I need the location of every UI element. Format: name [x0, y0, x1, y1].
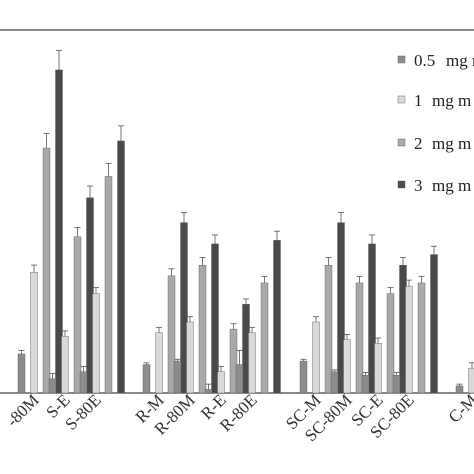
bar-S-80E-series-2	[104, 176, 113, 394]
bar-S-E-series-1	[61, 336, 69, 394]
bar-R-M-series-1	[155, 332, 163, 394]
legend-value-0: 0.5	[414, 51, 435, 70]
bar-R-80M-series-2	[198, 265, 207, 394]
bar-SC-80E-series-0	[392, 375, 401, 394]
bar-R-E-series-1	[217, 371, 225, 394]
bar-R-80M-series-1	[186, 321, 194, 394]
bar-SC-E-series-1	[374, 343, 382, 394]
legend-swatch-1	[397, 95, 406, 104]
bar-R-80E-series-3	[273, 240, 281, 394]
bar-R-E-series-0	[204, 389, 213, 394]
bar-SC-M-series-1	[312, 321, 320, 394]
legend-value-3: 3	[414, 176, 423, 195]
legend-unit-3: mg m	[432, 176, 471, 195]
legend-unit-0: mg m	[446, 51, 474, 70]
legend-value-2: 2	[414, 134, 423, 153]
bar-R-M-series-0	[142, 364, 151, 394]
legend-swatch-3	[397, 180, 406, 189]
bar-S-80E-series-3	[117, 140, 125, 394]
bar-S-E-series-0	[48, 378, 57, 394]
legend-swatch-2	[397, 138, 406, 147]
tick-label-C-M: C-M	[445, 390, 474, 426]
bar-C-M-series-0	[455, 385, 464, 394]
bar-SC-80M-series-1	[343, 339, 351, 394]
legend-swatch-0	[397, 55, 406, 64]
legend-unit-2: mg m	[432, 134, 471, 153]
bar-S-80M-series-2	[42, 147, 51, 394]
bar-C-M-series-1	[468, 367, 474, 394]
bar-SC-80E-series-2	[417, 282, 426, 394]
legend-value-1: 1	[414, 91, 423, 110]
bar-R-80M-series-3	[211, 243, 219, 394]
bar-SC-80M-series-0	[330, 371, 339, 394]
bar-R-80E-series-0	[235, 364, 244, 394]
legend-unit-1: mg m	[432, 91, 471, 110]
bar-R-80E-series-2	[260, 282, 269, 394]
bar-S-80M-series-1	[30, 272, 38, 394]
bar-SC-80E-series-1	[405, 286, 413, 394]
tick-label-S-80E: S-80E	[61, 390, 104, 433]
bar-SC-M-series-0	[299, 360, 308, 394]
bar-SC-E-series-0	[361, 375, 370, 394]
bars-group	[17, 50, 474, 394]
bar-SC-80E-series-3	[430, 254, 438, 394]
bar-R-80E-series-1	[248, 332, 256, 394]
legend: 0.5 mg m 1 mg m 2 mg m 3 mg m	[397, 51, 474, 195]
bar-S-80M-series-0	[17, 353, 26, 394]
bar-R-80M-series-0	[173, 360, 182, 394]
bar-S-80E-series-0	[79, 371, 88, 394]
bar-S-E-series-2	[73, 236, 82, 394]
bar-S-80E-series-1	[92, 293, 100, 394]
tick-label-S-80M: -80M	[3, 390, 43, 430]
